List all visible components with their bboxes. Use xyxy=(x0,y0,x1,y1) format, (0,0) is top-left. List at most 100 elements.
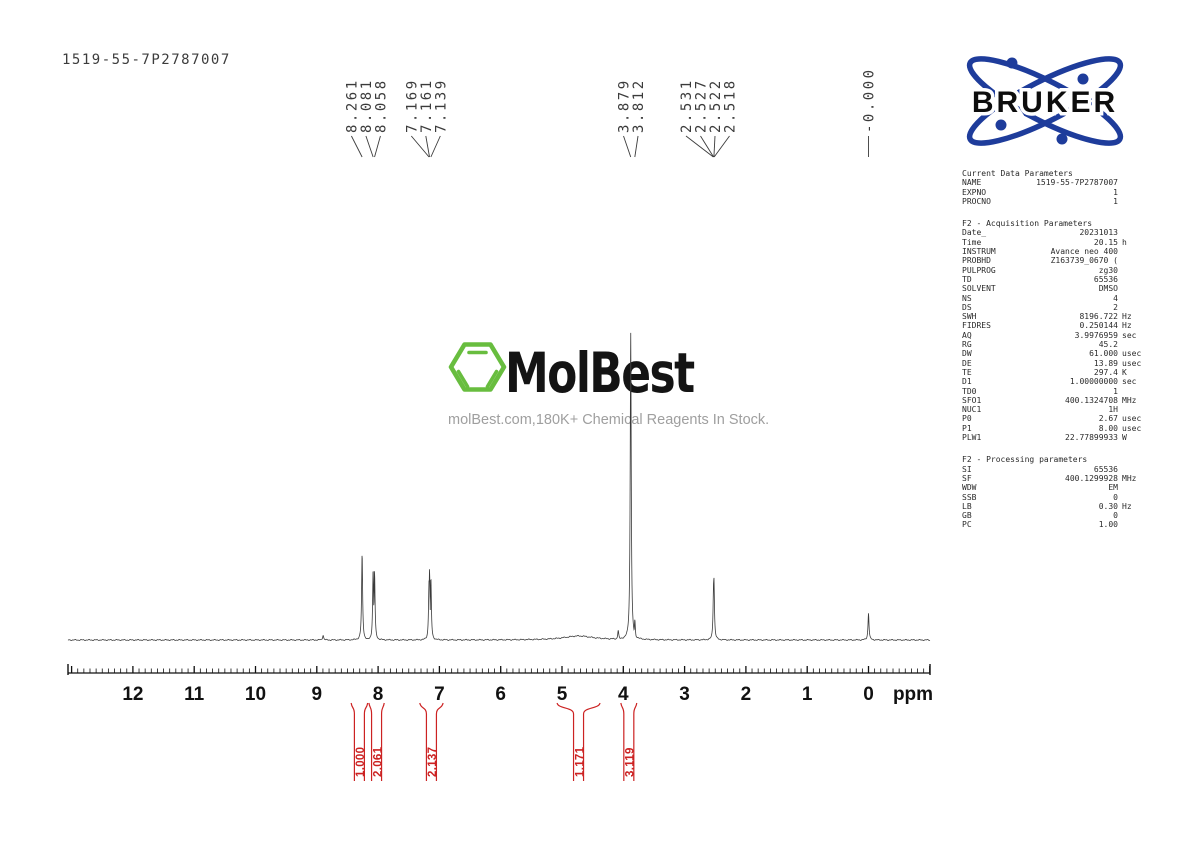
parameter-unit: W xyxy=(1122,433,1127,443)
parameter-value: DMSO xyxy=(1098,284,1118,294)
integral-value: 3.119 xyxy=(625,747,637,777)
peak-connector xyxy=(623,135,632,158)
parameter-row: NS 4 xyxy=(962,294,1154,303)
parameter-key: LB xyxy=(962,501,972,511)
parameter-key: TD xyxy=(962,274,972,284)
peak-label: 7.169 xyxy=(404,78,420,133)
peak-connector xyxy=(713,135,716,158)
integral-bracket xyxy=(556,702,575,781)
parameter-row: P0 2.67 usec xyxy=(962,414,1154,423)
x-axis-tick-label: 9 xyxy=(312,684,323,705)
parameter-value: 65536 xyxy=(1093,464,1118,474)
x-axis-tick-label: 8 xyxy=(373,684,384,705)
integral-bracket xyxy=(582,702,601,781)
parameter-value: 22.77899933 xyxy=(1065,433,1118,443)
parameter-value: EM xyxy=(1108,483,1118,493)
parameter-key: NS xyxy=(962,293,972,303)
parameter-row: P1 8.00 usec xyxy=(962,424,1154,433)
peak-label: 7.161 xyxy=(419,78,435,133)
parameter-value: 1.00 xyxy=(1098,520,1118,530)
parameter-unit xyxy=(1118,511,1154,520)
integral-value: 1.000 xyxy=(355,747,367,777)
parameter-row: SSB 0 xyxy=(962,493,1154,502)
peak-connector xyxy=(365,135,374,158)
parameter-row: LB 0.30 Hz xyxy=(962,502,1154,511)
parameter-row: RG 45.2 xyxy=(962,340,1154,349)
x-axis-unit-label: ppm xyxy=(893,684,933,705)
parameter-row: AQ 3.9976959 sec xyxy=(962,331,1154,340)
x-axis-tick-label: 2 xyxy=(741,684,752,705)
parameter-key: AQ xyxy=(962,330,972,340)
parameter-key: TD0 xyxy=(962,386,977,396)
parameter-key: DE xyxy=(962,358,972,368)
peak-label: 3.812 xyxy=(631,78,647,133)
parameter-unit xyxy=(1118,340,1154,349)
integral-bracket xyxy=(350,702,356,781)
parameter-row: TD0 1 xyxy=(962,387,1154,396)
parameter-row: EXPNO 1 xyxy=(962,188,1154,197)
parameter-key: P1 xyxy=(962,423,972,433)
parameter-unit xyxy=(1118,465,1154,474)
peak-connector xyxy=(374,135,381,158)
parameter-section: F2 - Acquisition Parameters Date_ 20231013… xyxy=(962,219,1154,442)
peak-label: 8.058 xyxy=(373,78,389,133)
parameter-key: PC xyxy=(962,520,972,530)
parameter-row: D1 1.00000000 sec xyxy=(962,377,1154,386)
parameter-unit xyxy=(1118,247,1154,256)
parameter-row: TE 297.4 K xyxy=(962,368,1154,377)
parameter-section-title: Current Data Parameters xyxy=(962,169,1073,178)
parameter-row: PLW1 22.77899933 W xyxy=(962,433,1154,442)
parameter-row: SWH 8196.722 Hz xyxy=(962,312,1154,321)
parameter-unit xyxy=(1118,294,1154,303)
parameter-unit xyxy=(1118,387,1154,396)
molbest-hexagon-icon xyxy=(448,342,507,392)
parameter-unit xyxy=(1118,228,1154,237)
x-axis-tick-label: 1 xyxy=(802,684,813,705)
parameter-key: PROCNO xyxy=(962,196,991,206)
parameter-row: PC 1.00 xyxy=(962,520,1154,529)
parameter-unit: sec xyxy=(1122,330,1137,340)
parameter-section: F2 - Processing parameters SI 65536 SF 400.1… xyxy=(962,455,1154,529)
parameter-unit: usec xyxy=(1122,423,1142,433)
parameter-unit xyxy=(1118,493,1154,502)
parameter-value: 1 xyxy=(1113,386,1118,396)
parameter-unit xyxy=(1118,197,1154,206)
peak-connector xyxy=(351,135,363,158)
parameter-row: SFO1 400.1324708 MHz xyxy=(962,396,1154,405)
x-axis-tick-label: 0 xyxy=(863,684,874,705)
parameter-value: 0 xyxy=(1113,492,1118,502)
peak-label: 7.139 xyxy=(433,78,449,133)
parameter-value: 297.4 xyxy=(1093,367,1118,377)
integral-bracket xyxy=(633,702,638,781)
parameter-value: 0 xyxy=(1113,511,1118,521)
parameter-key: DS xyxy=(962,302,972,312)
parameter-key: WDW xyxy=(962,483,977,493)
parameter-key: Time xyxy=(962,237,982,247)
bruker-orbits-icon xyxy=(966,56,1124,146)
parameter-key: PROBHD xyxy=(962,256,991,266)
x-axis-tick-label: 3 xyxy=(679,684,690,705)
parameter-unit xyxy=(1118,275,1154,284)
peak-connector xyxy=(713,135,730,158)
parameter-key: D1 xyxy=(962,377,972,387)
integral-bracket xyxy=(419,702,428,781)
x-axis-tick-label: 6 xyxy=(495,684,506,705)
peak-connector xyxy=(410,135,430,158)
parameter-unit: Hz xyxy=(1122,312,1132,322)
parameter-value: 65536 xyxy=(1093,274,1118,284)
x-axis-tick-label: 10 xyxy=(245,684,266,705)
bruker-wordmark: BRUKER xyxy=(972,86,1118,119)
parameter-unit xyxy=(1118,188,1154,197)
parameter-key: RG xyxy=(962,340,972,350)
peak-connector xyxy=(634,135,639,158)
parameter-value: 13.89 xyxy=(1093,358,1118,368)
parameter-value: 20231013 xyxy=(1079,228,1118,238)
parameter-row: PULPROG zg30 xyxy=(962,266,1154,275)
integral-value: 2.061 xyxy=(372,746,384,777)
parameter-key: GB xyxy=(962,511,972,521)
parameter-value: 1 xyxy=(1113,196,1118,206)
parameter-key: SOLVENT xyxy=(962,284,996,294)
parameter-value: 2 xyxy=(1113,302,1118,312)
